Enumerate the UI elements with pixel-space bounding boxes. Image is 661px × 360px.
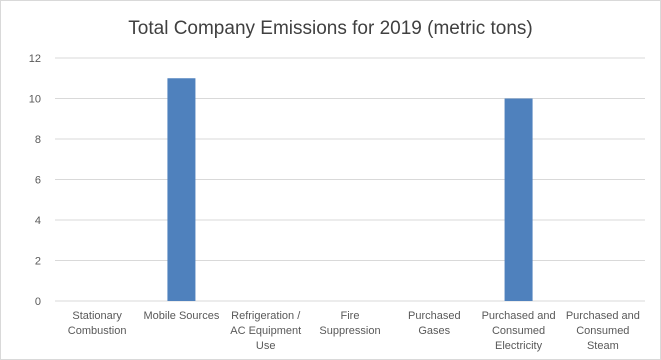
y-tick-label: 0 [35,296,41,308]
x-tick-label: Stationary Combustion [67,310,127,337]
y-tick-label: 10 [29,94,41,106]
x-tick-label: Refrigeration / AC Equipment Use [230,310,302,352]
x-tick-label: Mobile Sources [143,310,220,322]
y-tick-label: 4 [35,215,41,227]
x-tick-label: Purchased and Consumed Electricity [481,310,556,352]
y-tick-label: 12 [29,53,41,65]
bar-5 [504,98,533,301]
chart-title: Total Company Emissions for 2019 (metric… [128,18,533,39]
x-tick-label: Purchased Gases [407,310,461,337]
bar-1 [167,78,196,301]
y-tick-label: 2 [35,256,41,268]
y-tick-label: 6 [35,175,41,187]
x-tick-label: Purchased and Consumed Steam [565,310,640,352]
x-tick-label: Fire Suppression [319,310,381,337]
y-tick-label: 8 [35,134,41,146]
